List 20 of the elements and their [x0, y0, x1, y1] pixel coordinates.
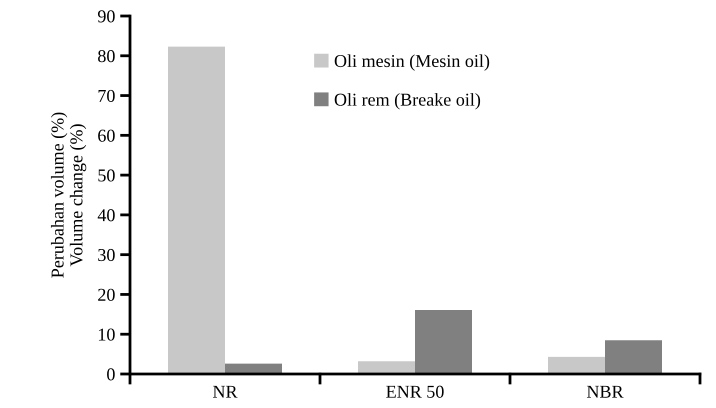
y-axis-title: Perubahan volume (%) Volume change (%): [50, 112, 86, 278]
bar: [548, 356, 605, 374]
x-tick-label: ENR 50: [386, 386, 444, 398]
bar: [605, 340, 662, 374]
y-tick-label: 10: [98, 328, 115, 341]
y-tick-label: 70: [98, 90, 115, 102]
y-tick-label: 40: [98, 209, 115, 222]
bar: [415, 310, 472, 374]
y-tick-label: 90: [98, 10, 115, 22]
y-tick-label: 0: [107, 368, 115, 380]
x-tick-label: NBR: [586, 386, 624, 398]
y-tick-label: 30: [98, 248, 115, 262]
legend-label: Oli rem (Breake oil): [334, 93, 480, 110]
y-tick-label: 80: [98, 50, 115, 62]
y-tick-label: 50: [98, 169, 115, 182]
legend-label: Oli mesin (Mesin oil): [334, 54, 490, 71]
y-tick-label: 20: [98, 288, 115, 301]
x-tick-label: NR: [212, 386, 238, 398]
y-tick-label: 60: [98, 130, 115, 142]
bar: [168, 46, 225, 374]
